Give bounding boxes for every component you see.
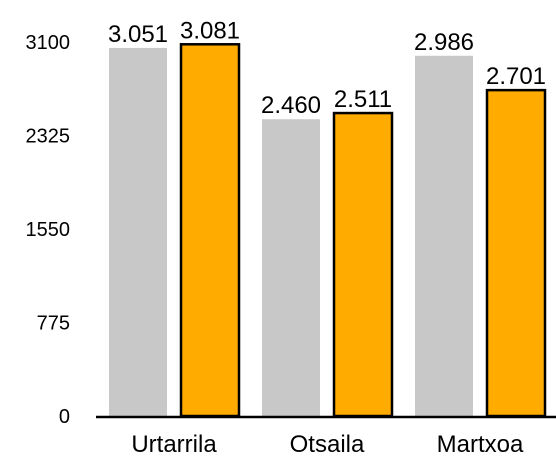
bar	[179, 43, 241, 418]
bar	[262, 119, 320, 417]
category-label: Otsaila	[290, 431, 365, 458]
category-label: Martxoa	[437, 431, 524, 458]
y-axis-ticks: 0 775 1550 2325 3100	[26, 32, 71, 428]
y-tick-label: 3100	[26, 32, 71, 54]
data-label: 2.986	[414, 29, 474, 56]
data-label: 2.511	[334, 86, 392, 113]
data-label: 3.081	[180, 17, 240, 44]
bar	[109, 47, 167, 416]
data-labels: 3.051 3.081 2.460 2.511 2.986 2.701	[108, 17, 546, 119]
data-label: 2.460	[261, 92, 321, 119]
category-labels: Urtarrila Otsaila Martxoa	[131, 431, 524, 458]
y-tick-label: 1550	[26, 219, 71, 241]
y-tick-label: 775	[37, 313, 70, 335]
bar	[332, 111, 394, 418]
data-label: 2.701	[486, 63, 546, 90]
bars	[109, 43, 547, 418]
data-label: 3.051	[108, 21, 168, 48]
y-tick-label: 2325	[26, 126, 71, 148]
bar	[415, 55, 473, 417]
bar	[485, 88, 547, 418]
y-tick-label: 0	[59, 406, 70, 428]
category-label: Urtarrila	[131, 431, 217, 458]
